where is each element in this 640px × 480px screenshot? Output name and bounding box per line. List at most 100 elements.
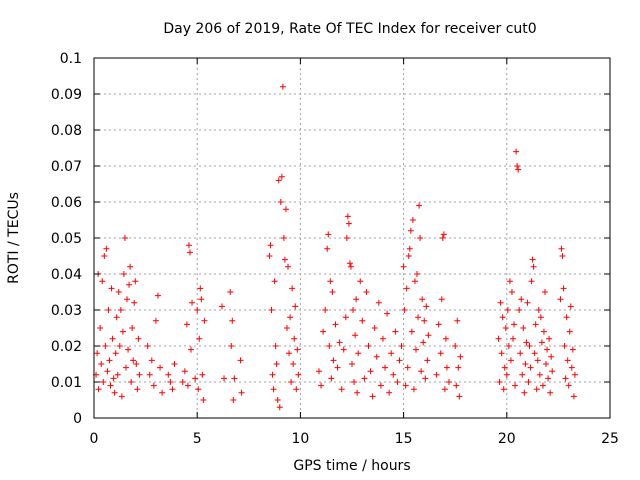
data-point xyxy=(281,256,288,263)
y-axis-ticks: 0 0.01 0.02 0.03 0.04 0.05 0.06 0.07 0.08 0.09 0.1 xyxy=(51,51,610,427)
data-point xyxy=(288,379,295,385)
data-point xyxy=(564,357,571,364)
data-point xyxy=(519,371,526,378)
data-point xyxy=(351,379,358,385)
data-point xyxy=(367,368,374,375)
data-point xyxy=(199,371,206,378)
data-point xyxy=(435,321,442,328)
data-point xyxy=(437,350,444,357)
data-point xyxy=(131,299,138,306)
data-point xyxy=(346,260,353,267)
data-point xyxy=(512,382,519,389)
data-point xyxy=(566,328,573,335)
data-point xyxy=(417,235,424,241)
data-point xyxy=(446,379,453,385)
data-point xyxy=(95,386,102,393)
data-point xyxy=(114,371,121,378)
data-point xyxy=(273,361,280,367)
data-point xyxy=(126,281,133,288)
data-point xyxy=(101,253,108,259)
data-point xyxy=(318,382,325,389)
data-point xyxy=(185,242,192,249)
data-point xyxy=(289,285,296,292)
y-tick-label: 0.08 xyxy=(51,123,82,139)
data-point xyxy=(377,382,384,389)
data-point xyxy=(326,343,333,349)
data-point xyxy=(405,253,412,259)
data-point xyxy=(154,292,161,299)
data-point xyxy=(266,253,273,259)
data-point xyxy=(543,361,550,367)
data-point xyxy=(150,382,157,389)
data-point xyxy=(112,350,119,357)
data-point xyxy=(502,325,509,331)
data-point xyxy=(499,314,506,321)
data-point xyxy=(406,245,413,252)
data-point xyxy=(195,386,202,393)
data-point xyxy=(133,361,140,367)
data-point xyxy=(315,368,322,375)
data-point xyxy=(200,397,207,403)
y-axis-label: ROTI / TECUs xyxy=(6,192,22,284)
data-point xyxy=(283,325,290,331)
data-point xyxy=(169,386,176,393)
data-point xyxy=(127,263,134,270)
data-point xyxy=(121,235,128,241)
data-point xyxy=(94,350,101,357)
data-point xyxy=(99,278,106,285)
data-point xyxy=(274,397,281,403)
data-point xyxy=(570,393,577,400)
data-point xyxy=(181,368,188,375)
data-point xyxy=(277,199,284,205)
data-point xyxy=(529,256,536,263)
data-point xyxy=(402,382,409,389)
data-point xyxy=(218,303,225,310)
x-tick-label: 10 xyxy=(291,431,309,447)
data-point xyxy=(411,278,418,285)
data-point xyxy=(201,317,208,324)
data-point xyxy=(540,328,547,335)
data-point xyxy=(268,307,275,313)
data-point xyxy=(498,350,505,357)
data-point xyxy=(350,307,357,313)
data-point xyxy=(106,357,113,364)
data-point xyxy=(192,375,199,382)
data-point xyxy=(287,314,294,321)
data-point xyxy=(536,371,543,378)
data-point xyxy=(189,299,196,306)
y-tick-label: 0.06 xyxy=(51,195,82,211)
data-point xyxy=(276,404,283,411)
data-point xyxy=(118,393,125,400)
data-point xyxy=(196,335,203,342)
data-point xyxy=(100,379,107,385)
data-point xyxy=(452,343,459,349)
x-tick-label: 5 xyxy=(193,431,202,447)
data-point xyxy=(229,317,236,324)
data-point xyxy=(514,163,521,169)
data-point xyxy=(538,339,545,346)
data-point xyxy=(130,357,137,364)
data-point xyxy=(349,361,355,367)
data-point xyxy=(516,307,523,313)
data-point xyxy=(424,357,431,364)
x-tick-label: 0 xyxy=(90,431,99,447)
data-point xyxy=(517,350,524,357)
data-point xyxy=(527,364,534,371)
data-points xyxy=(93,83,578,411)
data-point xyxy=(421,317,428,324)
data-point xyxy=(344,213,351,220)
data-point xyxy=(403,285,410,292)
data-point xyxy=(135,335,142,342)
data-point xyxy=(520,325,527,331)
data-point xyxy=(107,382,114,389)
data-point xyxy=(338,386,345,393)
data-point xyxy=(97,325,104,331)
data-point xyxy=(509,335,516,342)
data-point xyxy=(531,350,538,357)
data-point xyxy=(371,325,378,331)
data-point xyxy=(279,83,286,90)
data-point xyxy=(165,371,172,378)
data-point xyxy=(116,343,123,349)
data-point xyxy=(396,357,403,364)
